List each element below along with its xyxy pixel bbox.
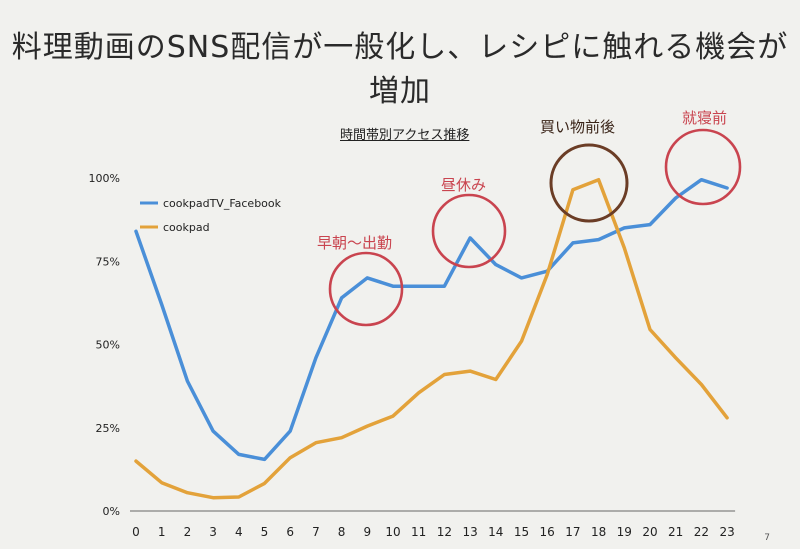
annotation-label-bedtime: 就寝前 [682, 109, 727, 127]
x-tick-label: 15 [514, 525, 529, 539]
x-tick-label: 7 [312, 525, 320, 539]
legend-label-cookpad: cookpad [163, 221, 210, 234]
series-line-cookpadtv-facebook [134, 177, 729, 462]
annotation-label-shopping: 買い物前後 [540, 118, 615, 136]
x-tick-label: 22 [694, 525, 709, 539]
annotation-label-lunch: 昼休み [441, 176, 486, 194]
series-line-cookpad [134, 177, 729, 500]
x-tick-label: 11 [411, 525, 426, 539]
x-tick-label: 10 [385, 525, 400, 539]
annotation-circle-bedtime [664, 128, 742, 206]
x-tick-label: 20 [642, 525, 657, 539]
x-tick-label: 3 [209, 525, 217, 539]
x-tick-label: 21 [668, 525, 683, 539]
annotation-circle-shopping [549, 143, 629, 223]
slide-title: 料理動画のSNS配信が一般化し、レシピに触れる機会が増加 [11, 30, 789, 109]
x-tick-label: 16 [540, 525, 555, 539]
x-tick-label: 13 [462, 525, 477, 539]
x-tick-label: 19 [617, 525, 632, 539]
annotation-circle-morning [328, 251, 404, 327]
legend-label-facebook: cookpadTV_Facebook [163, 197, 282, 210]
x-tick-label: 9 [363, 525, 371, 539]
x-tick-label: 8 [338, 525, 346, 539]
page-number: 7 [764, 533, 770, 543]
chart-legend: cookpadTV_Facebook cookpad [140, 197, 282, 234]
y-tick-label: 25% [96, 422, 120, 435]
x-tick-label: 2 [184, 525, 192, 539]
y-tick-label: 0% [103, 505, 120, 518]
y-tick-label: 100% [89, 172, 120, 185]
x-tick-label: 23 [719, 525, 734, 539]
y-tick-label: 50% [96, 339, 120, 352]
y-tick-label: 75% [96, 255, 120, 268]
x-tick-label: 14 [488, 525, 503, 539]
x-tick-label: 6 [286, 525, 294, 539]
chart-title: 時間帯別アクセス推移 [340, 128, 470, 143]
chart-annotations: 早朝〜出勤 昼休み 買い物前後 就寝前 [317, 109, 742, 327]
x-tick-label: 4 [235, 525, 243, 539]
annotation-circle-lunch [431, 193, 507, 269]
x-tick-label: 0 [132, 525, 140, 539]
x-tick-label: 12 [437, 525, 452, 539]
chart-axes: 0%25%50%75%100%0 1 2 3 4 5 6 7 8 9 10 11 12 13 14 15 16 1… [89, 172, 736, 539]
x-tick-label: 1 [158, 525, 166, 539]
x-tick-label: 18 [591, 525, 606, 539]
chart-lines [134, 177, 729, 500]
x-tick-label: 17 [565, 525, 580, 539]
x-tick-label: 5 [261, 525, 269, 539]
annotation-label-morning: 早朝〜出勤 [317, 234, 392, 252]
